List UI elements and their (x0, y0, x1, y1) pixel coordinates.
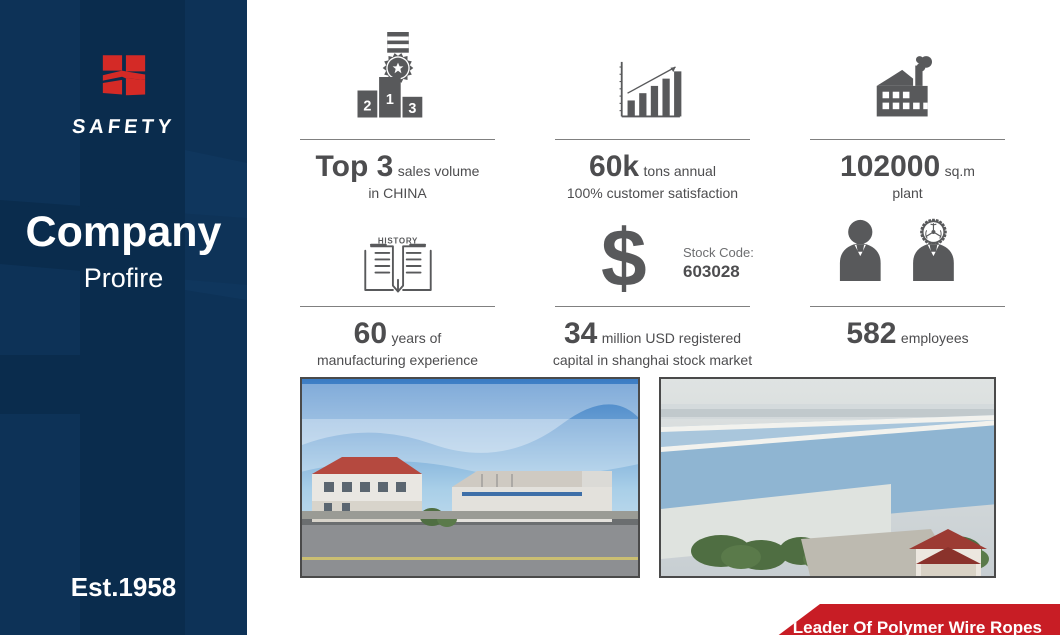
svg-text:2: 2 (363, 98, 371, 114)
svg-text:3: 3 (408, 101, 416, 117)
svg-text:1: 1 (385, 92, 393, 108)
svg-text:HISTORY: HISTORY (377, 236, 417, 245)
